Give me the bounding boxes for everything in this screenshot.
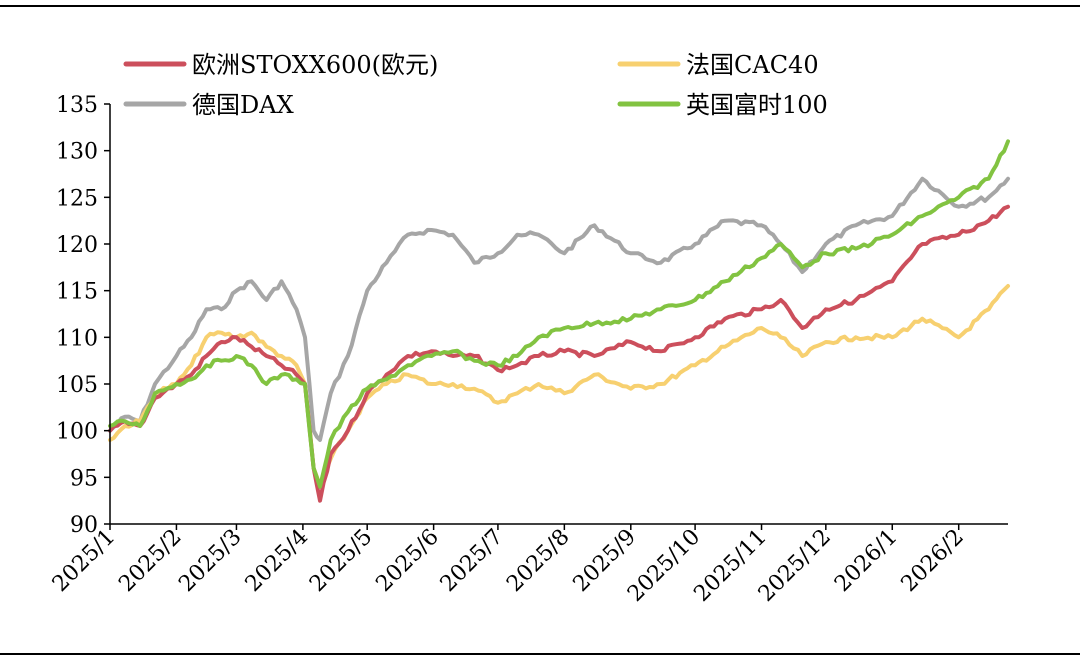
series-layer <box>108 139 1010 503</box>
series-line-1 <box>108 284 1010 489</box>
y-tick-label: 130 <box>56 140 98 165</box>
y-tick-label: 90 <box>70 513 98 538</box>
x-tick-label: 2026/2 <box>897 525 969 597</box>
y-tick-label: 120 <box>56 233 98 258</box>
y-tick-label: 115 <box>56 280 98 305</box>
y-tick-label: 105 <box>56 373 98 398</box>
bottom-rule <box>0 653 1080 655</box>
x-tick-label: 2025/7 <box>436 525 508 597</box>
x-tick-label: 2025/2 <box>114 525 186 597</box>
series-line-0 <box>108 204 1010 503</box>
y-tick-label: 135 <box>56 93 98 118</box>
axes-layer: 90951001051101151201251301352025/12025/2… <box>48 93 1008 607</box>
x-tick-label: 2025/4 <box>241 525 313 597</box>
y-tick-label: 110 <box>56 326 98 351</box>
y-tick-label: 95 <box>70 466 98 491</box>
y-tick-label: 125 <box>56 186 98 211</box>
x-tick-label: 2025/5 <box>305 525 377 597</box>
x-tick-label: 2025/3 <box>174 525 246 597</box>
top-rule <box>0 5 1080 7</box>
x-tick-label: 2025/8 <box>502 525 574 597</box>
legend-label: 英国富时100 <box>686 91 828 119</box>
series-line-2 <box>108 176 1010 442</box>
legend-label: 欧洲STOXX600(欧元) <box>192 51 438 79</box>
legend-label: 法国CAC40 <box>686 51 819 79</box>
series-line-3 <box>108 139 1010 489</box>
x-tick-label: 2026/1 <box>830 525 902 597</box>
legend: 欧洲STOXX600(欧元) 法国CAC40 德国DAX 英国富时100 <box>123 51 828 119</box>
y-tick-label: 100 <box>56 420 98 445</box>
legend-label: 德国DAX <box>192 91 294 119</box>
x-tick-label: 2025/6 <box>371 525 443 597</box>
